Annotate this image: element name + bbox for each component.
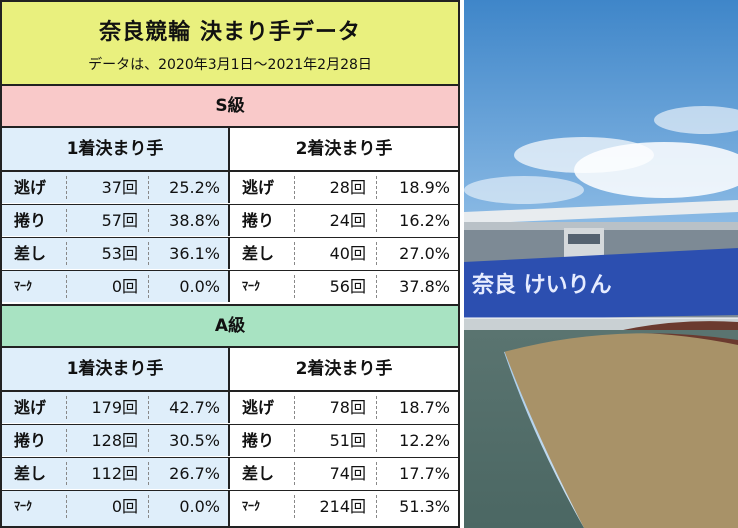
page-title: 奈良競輪 決まり手データ — [99, 20, 361, 45]
second-count: 214回 — [294, 495, 376, 518]
table-row: 差し 40回 27.0% — [230, 238, 458, 269]
table-row: 捲り 57回 38.8% — [2, 205, 230, 236]
table-row: 捲り 51回 12.2% — [230, 425, 458, 456]
velodrome-photo: 奈良 けいりん — [464, 0, 738, 528]
finish-type: 差し — [242, 464, 275, 483]
finish-type: ﾏｰｸ — [14, 279, 33, 293]
finish-type: 捲り — [14, 431, 47, 450]
finish-type: 逃げ — [14, 178, 47, 197]
finish-type: 捲り — [242, 431, 275, 450]
table-row: ﾏｰｸ 214回 51.3% — [230, 491, 458, 526]
finish-type: 捲り — [14, 211, 47, 230]
second-count: 51回 — [294, 429, 376, 452]
row-divider — [2, 457, 458, 458]
second-count: 78回 — [294, 396, 376, 419]
s-second-place-header: 2着決まり手 — [230, 128, 458, 172]
second-count: 74回 — [294, 462, 376, 485]
table-row: ﾏｰｸ 0回 0.0% — [2, 491, 230, 526]
table-row: ﾏｰｸ 0回 0.0% — [2, 271, 230, 302]
finish-type: ﾏｰｸ — [14, 499, 33, 513]
second-percent: 27.0% — [376, 242, 458, 265]
win-percent: 0.0% — [148, 275, 228, 298]
win-count: 128回 — [66, 429, 148, 452]
second-percent: 16.2% — [376, 209, 458, 232]
win-count: 179回 — [66, 396, 148, 419]
finish-type: 差し — [14, 464, 47, 483]
stand-sign: 奈良 けいりん — [471, 272, 612, 298]
row-divider — [2, 204, 458, 205]
win-percent: 26.7% — [148, 462, 228, 485]
s-first-place-header: 1着決まり手 — [2, 128, 230, 172]
table-row: 差し 112回 26.7% — [2, 458, 230, 489]
win-count: 0回 — [66, 495, 148, 518]
a-first-place-header: 1着決まり手 — [2, 348, 230, 392]
win-percent: 42.7% — [148, 396, 228, 419]
second-percent: 17.7% — [376, 462, 458, 485]
second-count: 28回 — [294, 176, 376, 199]
second-percent: 18.7% — [376, 396, 458, 419]
date-range: データは、2020年3月1日～2021年2月28日 — [88, 57, 372, 73]
table-row: ﾏｰｸ 56回 37.8% — [230, 271, 458, 302]
table-row: 差し 53回 36.1% — [2, 238, 230, 269]
win-count: 57回 — [66, 209, 148, 232]
win-count: 112回 — [66, 462, 148, 485]
finish-type: 逃げ — [14, 398, 47, 417]
row-divider — [2, 237, 458, 238]
finish-type: 逃げ — [242, 398, 275, 417]
second-percent: 12.2% — [376, 429, 458, 452]
win-count: 0回 — [66, 275, 148, 298]
header: 奈良競輪 決まり手データ データは、2020年3月1日～2021年2月28日 — [2, 2, 458, 86]
second-percent: 51.3% — [376, 495, 458, 518]
second-percent: 37.8% — [376, 275, 458, 298]
second-percent: 18.9% — [376, 176, 458, 199]
a-class-band: A級 — [2, 304, 458, 348]
win-percent: 25.2% — [148, 176, 228, 199]
second-count: 24回 — [294, 209, 376, 232]
row-divider — [2, 490, 458, 491]
finish-type: ﾏｰｸ — [242, 279, 261, 293]
finish-type: ﾏｰｸ — [242, 499, 261, 513]
win-percent: 0.0% — [148, 495, 228, 518]
table-row: 逃げ 37回 25.2% — [2, 172, 230, 203]
table-row: 捲り 128回 30.5% — [2, 425, 230, 456]
win-percent: 30.5% — [148, 429, 228, 452]
table-row: 捲り 24回 16.2% — [230, 205, 458, 236]
win-count: 37回 — [66, 176, 148, 199]
win-percent: 38.8% — [148, 209, 228, 232]
finish-type: 逃げ — [242, 178, 275, 197]
velodrome-illustration: 奈良 けいりん — [464, 0, 738, 528]
second-count: 40回 — [294, 242, 376, 265]
finish-type: 差し — [242, 244, 275, 263]
table-row: 逃げ 28回 18.9% — [230, 172, 458, 203]
finish-type: 差し — [14, 244, 47, 263]
win-percent: 36.1% — [148, 242, 228, 265]
table-row: 逃げ 78回 18.7% — [230, 392, 458, 423]
table-row: 差し 74回 17.7% — [230, 458, 458, 489]
a-second-place-header: 2着決まり手 — [230, 348, 458, 392]
s-class-band: S級 — [2, 86, 458, 128]
row-divider — [2, 270, 458, 271]
stats-panel: 奈良競輪 決まり手データ データは、2020年3月1日～2021年2月28日 S… — [0, 0, 460, 528]
finish-type: 捲り — [242, 211, 275, 230]
row-divider — [2, 424, 458, 425]
second-count: 56回 — [294, 275, 376, 298]
win-count: 53回 — [66, 242, 148, 265]
table-row: 逃げ 179回 42.7% — [2, 392, 230, 423]
